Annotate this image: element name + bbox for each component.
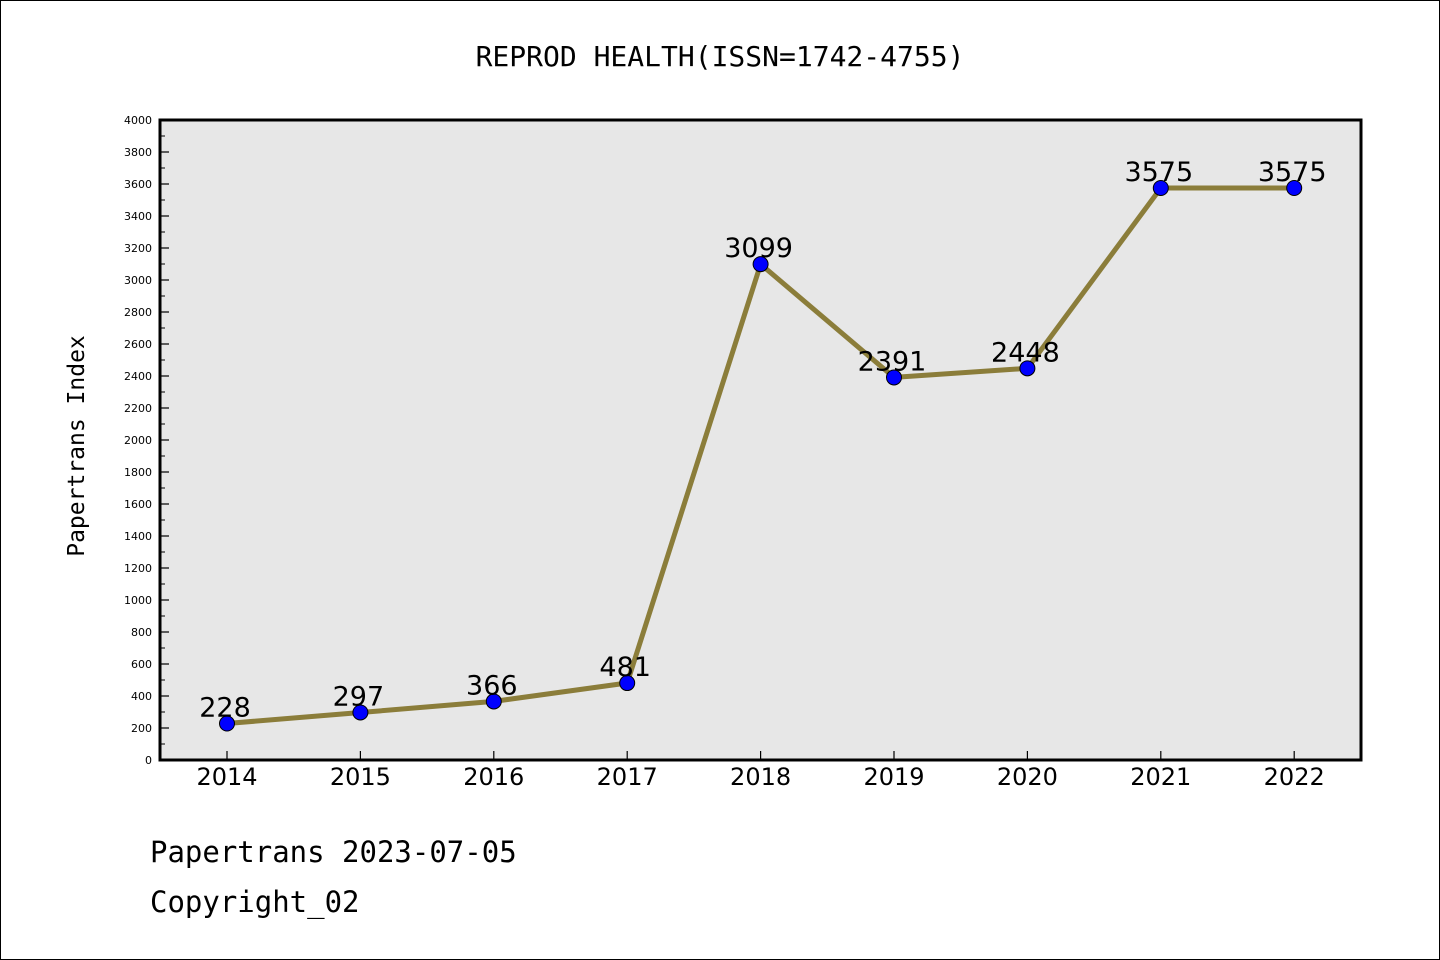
plot-area <box>160 120 1361 760</box>
data-label: 3575 <box>1258 157 1327 188</box>
y-tick-label: 2200 <box>124 402 152 415</box>
y-tick-label: 2600 <box>124 338 152 351</box>
footer-copyright: Copyright_02 <box>150 885 360 919</box>
data-label: 3575 <box>1124 157 1193 188</box>
y-axis-label: Papertrans Index <box>64 335 90 557</box>
x-tick-label: 2015 <box>330 763 391 791</box>
x-tick-label: 2016 <box>463 763 524 791</box>
x-tick-label: 2014 <box>196 763 257 791</box>
y-tick-label: 2000 <box>124 434 152 447</box>
plot-border <box>158 118 1363 762</box>
y-tick-label: 3000 <box>124 274 152 287</box>
y-tick-label: 1000 <box>124 594 152 607</box>
x-tick-label: 2017 <box>597 763 658 791</box>
x-tick-label: 2018 <box>730 763 791 791</box>
data-label: 3099 <box>724 233 793 264</box>
data-point <box>1286 180 1303 196</box>
y-tick-label: 2400 <box>124 370 152 383</box>
data-label: 228 <box>199 693 251 724</box>
y-tick-label: 3600 <box>124 178 152 191</box>
y-tick-label: 3400 <box>124 210 152 223</box>
footer-date: Papertrans 2023-07-05 <box>150 835 517 869</box>
y-tick-label: 2800 <box>124 306 152 319</box>
y-tick-label: 1200 <box>124 562 152 575</box>
y-tick-label: 1800 <box>124 466 152 479</box>
data-point <box>219 715 235 732</box>
data-point <box>485 693 502 710</box>
y-tick-label: 3800 <box>124 146 152 159</box>
data-point <box>352 704 369 721</box>
y-tick-label: 600 <box>131 658 152 671</box>
y-tick-label: 4000 <box>124 114 152 127</box>
x-tick-label: 2020 <box>997 763 1058 791</box>
data-labels-group: 228 297 366 481 3099 2391 2448 3575 3575 <box>199 157 1326 724</box>
y-tick-label: 200 <box>131 722 152 735</box>
x-tick-label: 2021 <box>1130 763 1191 791</box>
y-tick-label: 800 <box>131 626 152 639</box>
data-label: 366 <box>466 670 518 701</box>
y-axis-ticks: 0 200 400 600 800 1000 1200 1400 1600 1800 2000 220… <box>124 114 169 767</box>
data-point <box>752 256 769 273</box>
chart-title: REPROD HEALTH(ISSN=1742-4755) <box>476 40 965 73</box>
y-tick-label: 400 <box>131 690 152 703</box>
data-label: 481 <box>599 652 651 683</box>
markers-group <box>219 180 1303 732</box>
data-point <box>619 675 636 692</box>
data-point <box>1152 180 1169 196</box>
data-label: 297 <box>333 681 385 712</box>
y-tick-label: 3200 <box>124 242 152 255</box>
x-tick-label: 2022 <box>1264 763 1325 791</box>
x-tick-label: 2019 <box>863 763 924 791</box>
y-tick-label: 1400 <box>124 530 152 543</box>
y-tick-label: 1600 <box>124 498 152 511</box>
x-axis-ticks: 2014 2015 2016 2017 2018 2019 2020 2021 2022 <box>196 751 1325 791</box>
y-tick-label: 0 <box>145 754 152 767</box>
data-point <box>886 369 902 386</box>
data-point <box>1019 360 1036 377</box>
data-label: 2391 <box>858 346 927 377</box>
data-label: 2448 <box>991 337 1060 368</box>
